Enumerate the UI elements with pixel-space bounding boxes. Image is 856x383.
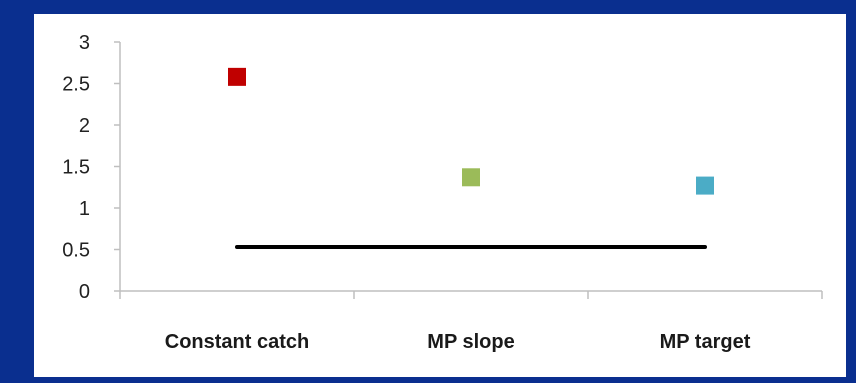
data-point-marker (696, 176, 714, 195)
x-category-label: MP target (660, 331, 751, 353)
y-tick-label: 2.5 (62, 74, 90, 96)
data-point-marker (462, 168, 480, 187)
x-category-label: MP slope (427, 331, 514, 353)
chart: 0 0.5 1 1.5 2 2.5 3 Constant catch MP slope MP ta… (62, 32, 823, 353)
x-category-label: Constant catch (165, 331, 309, 353)
y-tick-label: 0.5 (62, 240, 90, 262)
chart-panel: 0 0.5 1 1.5 2 2.5 3 Constant catch MP slope MP ta… (34, 14, 846, 377)
data-point-marker (228, 67, 246, 86)
y-tick-label: 2 (79, 115, 90, 137)
y-tick-label: 3 (79, 32, 90, 54)
y-tick-label: 1.5 (62, 157, 90, 179)
y-tick-label: 1 (79, 198, 90, 220)
y-tick-label: 0 (79, 281, 90, 303)
